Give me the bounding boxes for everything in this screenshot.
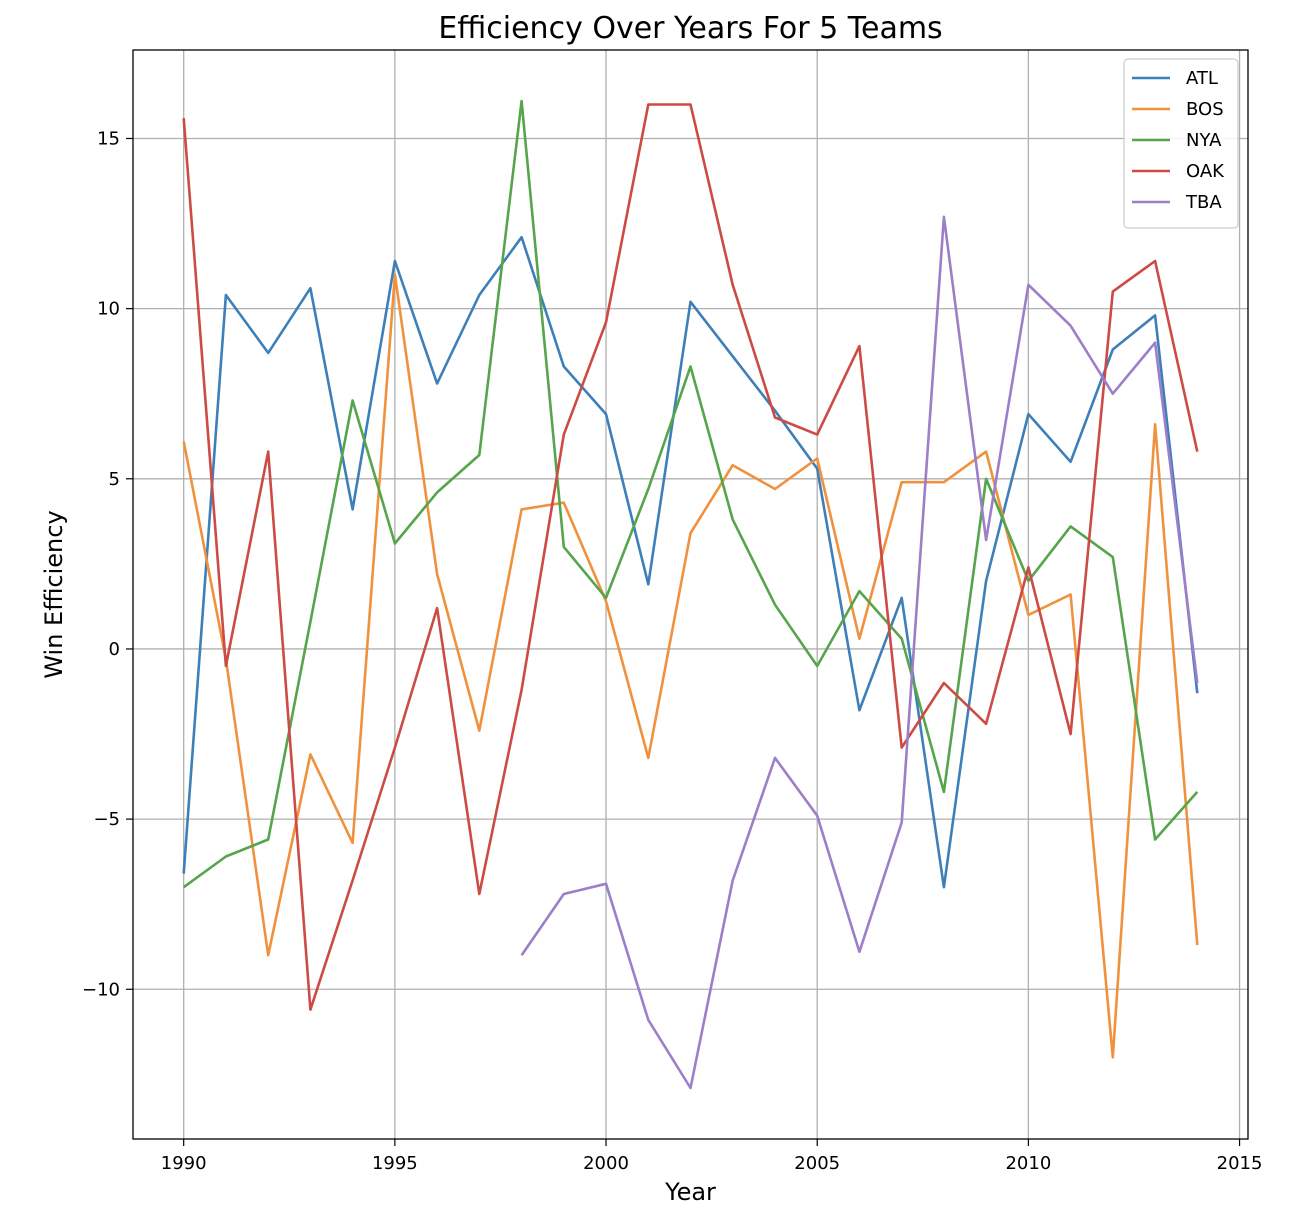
series-lines — [182, 99, 1199, 1090]
y-tick-label: 5 — [109, 469, 120, 490]
gridlines — [133, 50, 1248, 1139]
x-tick-label: 1995 — [372, 1153, 418, 1174]
legend: ATL BOS NYA OAK TBA — [1123, 58, 1239, 229]
legend-label-tba: TBA — [1185, 192, 1222, 213]
series-line-oak — [182, 103, 1199, 1012]
series-line-bos — [182, 273, 1199, 1059]
y-tick-label: −10 — [82, 979, 120, 1000]
x-tick-label: 1990 — [161, 1153, 207, 1174]
chart-title: Efficiency Over Years For 5 Teams — [438, 11, 942, 46]
y-tick-label: 15 — [97, 128, 120, 149]
legend-label-oak: OAK — [1186, 161, 1225, 182]
legend-box — [1123, 58, 1239, 229]
y-tick-label: 0 — [109, 639, 120, 660]
x-tick-label: 2010 — [1005, 1153, 1051, 1174]
legend-label-nya: NYA — [1186, 130, 1222, 151]
series-line-nya — [182, 99, 1199, 889]
y-axis-ticks: −10 −5 0 5 10 15 — [82, 128, 133, 1000]
series-line-tba — [520, 215, 1199, 1090]
x-tick-label: 2000 — [583, 1153, 629, 1174]
x-tick-label: 2015 — [1217, 1153, 1263, 1174]
y-axis-label: Win Efficiency — [40, 510, 68, 678]
series-line-atl — [182, 235, 1199, 889]
y-tick-label: −5 — [93, 809, 120, 830]
plot-area-frame — [132, 49, 1249, 1140]
x-axis-ticks: 1990 1995 2000 2005 2010 2015 — [161, 1139, 1263, 1174]
legend-label-bos: BOS — [1186, 99, 1224, 120]
legend-label-atl: ATL — [1186, 68, 1218, 89]
x-tick-label: 2005 — [794, 1153, 840, 1174]
x-axis-label: Year — [664, 1178, 716, 1206]
y-tick-label: 10 — [97, 299, 120, 320]
